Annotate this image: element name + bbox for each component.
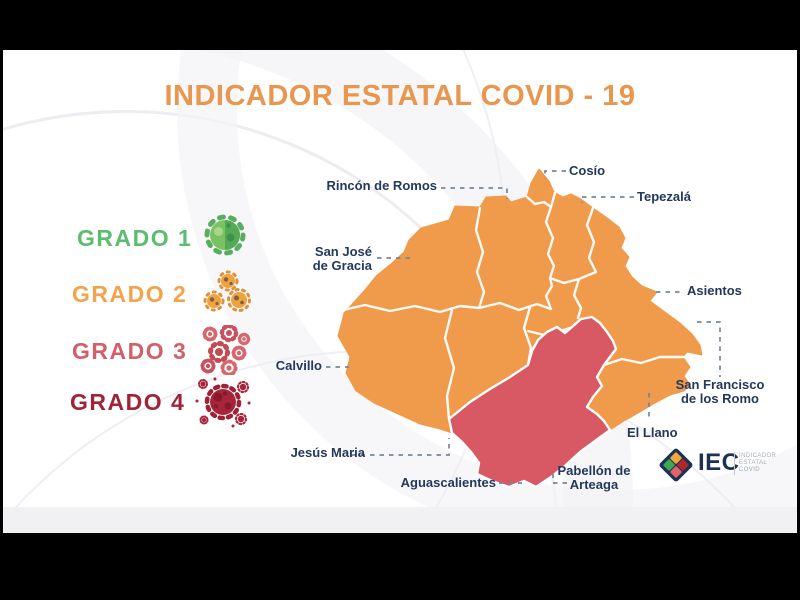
legend-label-grado-1: GRADO 1 [77,225,193,251]
map-label-rincon-de-romos: Rincón de Romos [326,178,437,193]
state-map [326,168,721,489]
municipality-shape-aguascalientes-grado3 [447,315,618,489]
virus-grado2-cluster-icon [203,270,251,312]
infographic-canvas: INDICADOR ESTATAL COVID - 19 GRADO 1 GRA… [3,50,797,533]
map-label-aguascalientes: Aguascalientes [400,475,496,490]
map-label-cosio: Cosío [569,163,606,178]
map-label-asientos: Asientos [687,283,742,298]
map-label-el-llano: El Llano [627,425,678,440]
map-label-san-francisco-de-los-romo: San Francisco de los Romo [675,377,765,406]
legend-label-grado-3: GRADO 3 [72,338,188,364]
virus-grado4-cluster-icon [195,377,251,428]
map-label-san-jose-de-gracia: San José de Gracia [312,244,372,273]
map-label-tepezala: Tepezalá [637,189,691,204]
label-connector-lines [326,170,721,484]
legend-label-grado-2: GRADO 2 [72,281,188,307]
map-label-jesus-maria: Jesús Maria [290,445,365,460]
legend-label-grado-4: GRADO 4 [70,389,186,415]
iec-logo-tagline: INDICADOR ESTATAL COVID [739,453,777,473]
iec-logo-text: IEC [698,449,740,476]
page-title: INDICADOR ESTATAL COVID - 19 [164,80,636,112]
map-label-calvillo: Calvillo [275,358,322,373]
virus-grado3-cluster-icon [200,325,251,375]
logo-divider [734,452,735,475]
iec-logo: IEC INDICADOR ESTATAL COVID [658,447,778,489]
background-band [3,507,797,533]
iec-diamond-icon [659,448,693,482]
virus-grado1-icon [204,214,246,256]
map-label-pabellon-de-arteaga: Pabellón de Arteaga [557,463,631,492]
